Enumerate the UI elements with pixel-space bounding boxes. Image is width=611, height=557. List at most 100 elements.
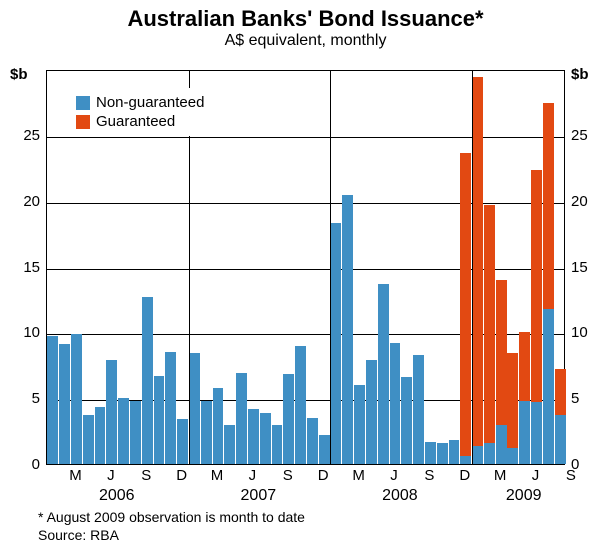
bar-group [260, 69, 271, 464]
bar-non-guaranteed [189, 353, 200, 464]
bar-group [472, 69, 483, 464]
x-tick-label: S [141, 467, 151, 484]
x-tick-label: J [390, 467, 398, 484]
bar-non-guaranteed [437, 443, 448, 464]
x-tick-label: S [424, 467, 434, 484]
bar-non-guaranteed [401, 377, 412, 464]
year-divider [472, 71, 473, 464]
bar-non-guaranteed [177, 419, 188, 464]
bar-non-guaranteed [47, 336, 58, 464]
bar-non-guaranteed [213, 388, 224, 464]
bar-non-guaranteed [531, 402, 542, 464]
bar-guaranteed [472, 77, 483, 446]
bar-non-guaranteed [496, 425, 507, 465]
legend-label: Non-guaranteed [96, 94, 204, 111]
bar-non-guaranteed [307, 418, 318, 464]
x-year-label: 2007 [241, 487, 277, 505]
bar-non-guaranteed [366, 360, 377, 464]
bar-group [531, 69, 542, 464]
bar-non-guaranteed [331, 223, 342, 464]
bar-non-guaranteed [260, 413, 271, 464]
x-year-label: 2006 [99, 487, 135, 505]
bar-group [307, 69, 318, 464]
bar-group [378, 69, 389, 464]
bar-guaranteed [531, 170, 542, 402]
bar-non-guaranteed [354, 385, 365, 464]
bar-group [519, 69, 530, 464]
bar-non-guaranteed [342, 195, 353, 464]
bar-group [507, 69, 518, 464]
bar-group [354, 69, 365, 464]
bar-non-guaranteed [484, 443, 495, 464]
bar-group [366, 69, 377, 464]
y-tick-right: 5 [571, 390, 605, 407]
bar-group [413, 69, 424, 464]
y-tick-right: 15 [571, 259, 605, 276]
chart-source: Source: RBA [38, 527, 119, 543]
y-unit-right: $b [571, 66, 589, 83]
y-tick-left: 5 [6, 390, 40, 407]
bar-non-guaranteed [425, 442, 436, 464]
x-tick-label: D [459, 467, 470, 484]
bar-non-guaranteed [283, 374, 294, 464]
bar-group [390, 69, 401, 464]
bar-non-guaranteed [95, 407, 106, 464]
x-tick-label: M [69, 467, 82, 484]
bar-group [295, 69, 306, 464]
x-tick-label: J [249, 467, 257, 484]
bar-group [342, 69, 353, 464]
x-year-label: 2009 [506, 487, 542, 505]
bar-non-guaranteed [142, 297, 153, 464]
bar-non-guaranteed [165, 352, 176, 464]
bar-group [272, 69, 283, 464]
legend-item: Non-guaranteed [76, 94, 204, 111]
x-year-label: 2008 [382, 487, 418, 505]
chart-container: Australian Banks' Bond Issuance* A$ equi… [0, 0, 611, 557]
y-tick-left: 10 [6, 324, 40, 341]
y-tick-right: 25 [571, 127, 605, 144]
bar-non-guaranteed [319, 435, 330, 464]
y-tick-left: 0 [6, 456, 40, 473]
bar-non-guaranteed [71, 334, 82, 464]
bar-non-guaranteed [507, 448, 518, 464]
y-tick-right: 10 [571, 324, 605, 341]
bar-non-guaranteed [130, 401, 141, 464]
y-tick-left: 20 [6, 193, 40, 210]
bar-non-guaranteed [83, 415, 94, 464]
bar-non-guaranteed [378, 284, 389, 464]
bar-non-guaranteed [236, 373, 247, 464]
bar-guaranteed [519, 332, 530, 400]
x-tick-label: S [566, 467, 576, 484]
bar-group [236, 69, 247, 464]
bar-guaranteed [555, 369, 566, 415]
bar-guaranteed [496, 280, 507, 425]
bar-group [47, 69, 58, 464]
year-divider [330, 71, 331, 464]
chart-subtitle: A$ equivalent, monthly [0, 32, 611, 50]
bar-non-guaranteed [201, 401, 212, 464]
bar-group [224, 69, 235, 464]
legend: Non-guaranteedGuaranteed [70, 88, 210, 136]
y-tick-left: 15 [6, 259, 40, 276]
bar-non-guaranteed [295, 346, 306, 465]
y-tick-right: 20 [571, 193, 605, 210]
chart-footnote: * August 2009 observation is month to da… [38, 509, 305, 525]
x-tick-label: M [352, 467, 365, 484]
bar-non-guaranteed [449, 440, 460, 464]
x-tick-label: M [211, 467, 224, 484]
bar-non-guaranteed [248, 409, 259, 464]
bar-non-guaranteed [390, 343, 401, 464]
bar-group [319, 69, 330, 464]
bar-group [401, 69, 412, 464]
bar-group [484, 69, 495, 464]
x-tick-label: J [107, 467, 115, 484]
bar-group [496, 69, 507, 464]
bar-guaranteed [543, 103, 554, 308]
bar-non-guaranteed [413, 355, 424, 464]
bar-group [331, 69, 342, 464]
bar-non-guaranteed [59, 344, 70, 464]
bar-non-guaranteed [106, 360, 117, 464]
bar-non-guaranteed [118, 398, 129, 464]
bar-group [213, 69, 224, 464]
bar-group [555, 69, 566, 464]
